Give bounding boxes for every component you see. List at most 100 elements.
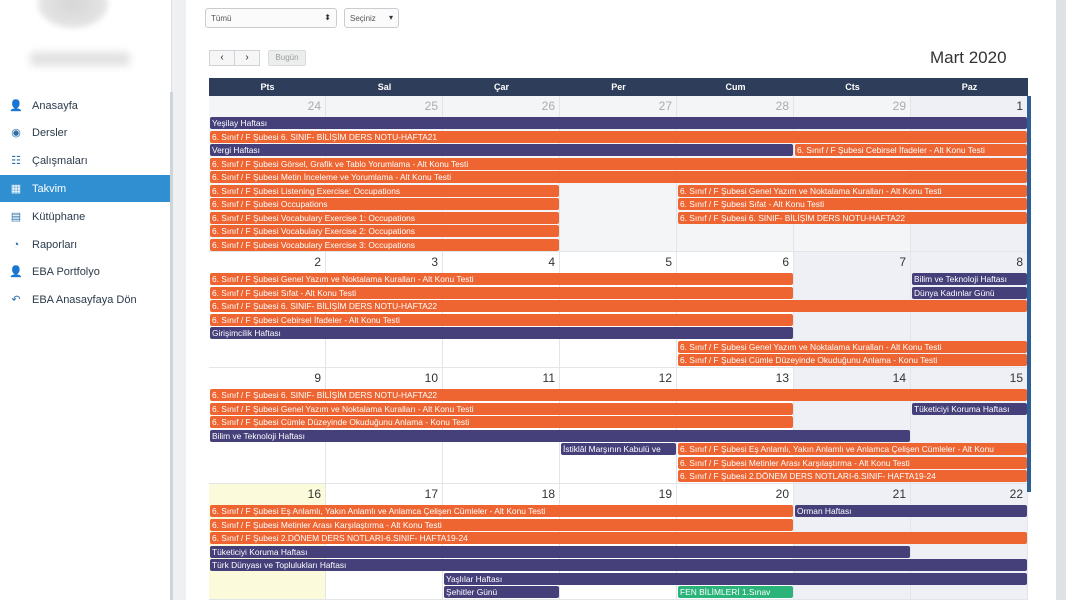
calendar-event[interactable]: 6. Sınıf / F Şubesi Vocabulary Exercise … <box>210 211 559 224</box>
day-number[interactable]: 14 <box>892 371 906 385</box>
calendar-event[interactable]: Şehitler Günü <box>444 586 559 598</box>
day-number[interactable]: 20 <box>775 487 789 501</box>
day-number[interactable]: 2 <box>314 255 321 269</box>
day-number[interactable]: 12 <box>658 371 672 385</box>
class-select[interactable]: Seçiniz ▾ <box>344 8 399 28</box>
day-number[interactable]: 16 <box>307 487 321 501</box>
day-number[interactable]: 9 <box>314 371 321 385</box>
sidebar-item-anasayfa[interactable]: 👤 Anasayfa <box>0 92 172 119</box>
day-header: Cts <box>794 78 911 96</box>
calendar-event[interactable]: 6. Sınıf / F Şubesi Genel Yazım ve Nokta… <box>678 184 1027 197</box>
sidebar-item-eba-portfolyo[interactable]: 👤 EBA Portfolyo <box>0 258 172 285</box>
calendar-grid: Pts Sal Çar Per Cum Cts Paz 24 25 26 27 28 29 1 2 3 4 5 6 7… <box>209 78 1028 600</box>
calendar-event[interactable]: 6. Sınıf / F Şubesi Görsel, Grafik ve Ta… <box>210 157 1027 170</box>
calendar-event[interactable]: 6. Sınıf / F Şubesi Genel Yazım ve Nokta… <box>210 273 793 285</box>
day-number[interactable]: 4 <box>548 255 555 269</box>
day-number[interactable]: 19 <box>658 487 672 501</box>
calendar-event[interactable]: 6. Sınıf / F Şubesi Cümle Düzeyinde Okud… <box>678 354 1027 366</box>
today-button[interactable]: Bugün <box>268 50 306 66</box>
calendar-event[interactable]: Vergi Haftası <box>210 144 793 156</box>
sidebar-item-eba-anasayfaya-dön[interactable]: ↶ EBA Anasayfaya Dön <box>0 286 172 313</box>
sidebar-item-label: Raporları <box>32 238 78 251</box>
calendar-event[interactable]: 6. Sınıf / F Şubesi Eş Anlamlı, Yakın An… <box>210 505 793 517</box>
avatar <box>38 0 108 28</box>
calendar-event[interactable]: Girişimcilik Haftası <box>210 327 793 339</box>
day-number[interactable]: 8 <box>1016 255 1023 269</box>
calendar-event[interactable]: 6. Sınıf / F Şubesi Vocabulary Exercise … <box>210 238 559 251</box>
sidebar-item-kütüphane[interactable]: ▤ Kütüphane <box>0 203 172 230</box>
calendar-event[interactable]: 6. Sınıf / F Şubesi Cebirsel İfadeler - … <box>795 144 1027 156</box>
calendar-event[interactable]: Yaşlılar Haftası <box>444 572 1027 585</box>
play-circle-icon: ◉ <box>11 127 21 139</box>
day-number[interactable]: 11 <box>542 371 555 385</box>
back-arrow-icon: ↶ <box>11 294 21 306</box>
category-select[interactable]: Tümü ⬍ <box>205 8 337 28</box>
calendar-event[interactable]: 6. Sınıf / F Şubesi Vocabulary Exercise … <box>210 225 559 237</box>
calendar-event[interactable]: 6. Sınıf / F Şubesi 6. SINIF- BİLİŞİM DE… <box>210 130 1027 143</box>
day-number[interactable]: 27 <box>658 99 672 113</box>
calendar-event[interactable]: 6. Sınıf / F Şubesi Metin İnceleme ve Yo… <box>210 171 1027 183</box>
day-number[interactable]: 26 <box>541 99 555 113</box>
calendar-event[interactable]: Tüketiciyi Koruma Haftası <box>210 545 910 558</box>
calendar-event[interactable]: 6. Sınıf / F Şubesi 6. SINIF- BİLİŞİM DE… <box>678 211 1027 224</box>
calendar-event[interactable]: 6. Sınıf / F Şubesi Eş Anlamlı, Yakın An… <box>678 443 1027 455</box>
day-header: Paz <box>911 78 1028 96</box>
person-icon: 👤 <box>9 266 23 278</box>
day-number[interactable]: 1 <box>1016 99 1023 113</box>
calendar-event[interactable]: Dünya Kadınlar Günü <box>912 286 1027 299</box>
calendar-event[interactable]: Yeşilay Haftası <box>210 117 1027 129</box>
sidebar-item-label: EBA Anasayfaya Dön <box>32 293 137 306</box>
calendar-event[interactable]: 6. Sınıf / F Şubesi 2.DÖNEM DERS NOTLARI… <box>678 470 1027 482</box>
select-arrows-icon: ⬍ <box>324 13 331 22</box>
day-number[interactable]: 3 <box>431 255 438 269</box>
calendar-event[interactable]: 6. Sınıf / F Şubesi 6. SINIF- BİLİŞİM DE… <box>210 389 1027 401</box>
calendar-event[interactable]: Türk Dünyası ve Toplulukları Haftası <box>210 559 1027 571</box>
sidebar-item-dersler[interactable]: ◉ Dersler <box>0 119 172 146</box>
chevron-right-icon: › <box>245 52 249 63</box>
day-number[interactable]: 29 <box>892 99 906 113</box>
sidebar-item-raporları[interactable]: ◔ Raporları <box>0 231 172 258</box>
calendar-scrollbar[interactable] <box>1027 96 1031 492</box>
calendar-event[interactable]: FEN BİLİMLERİ 1.Sınav <box>678 586 793 598</box>
day-number[interactable]: 10 <box>424 371 438 385</box>
sidebar-item-takvim[interactable]: ▦ Takvim <box>0 175 172 202</box>
calendar-event[interactable]: 6. Sınıf / F Şubesi Metinler Arası Karşı… <box>210 518 793 531</box>
day-cell[interactable] <box>677 368 794 484</box>
calendar-event[interactable]: 6. Sınıf / F Şubesi Sıfat - Alt Konu Tes… <box>210 286 793 299</box>
day-number[interactable]: 24 <box>307 99 321 113</box>
calendar-event[interactable]: Tüketiciyi Koruma Haftası <box>912 402 1027 415</box>
user-name-blurred <box>30 52 130 66</box>
day-number[interactable]: 18 <box>541 487 555 501</box>
day-number[interactable]: 5 <box>665 255 672 269</box>
calendar-event[interactable]: İstiklâl Marşının Kabulü ve <box>561 443 676 455</box>
sidebar-item-label: Kütüphane <box>32 210 86 223</box>
calendar-event[interactable]: 6. Sınıf / F Şubesi Cebirsel İfadeler - … <box>210 313 793 326</box>
day-number[interactable]: 7 <box>899 255 906 269</box>
day-number[interactable]: 13 <box>775 371 789 385</box>
calendar-event[interactable]: 6. Sınıf / F Şubesi 6. SINIF- BİLİŞİM DE… <box>210 300 1027 312</box>
calendar-event[interactable]: 6. Sınıf / F Şubesi Genel Yazım ve Nokta… <box>210 402 793 415</box>
calendar-event[interactable]: Orman Haftası <box>795 505 1027 517</box>
day-number[interactable]: 22 <box>1009 487 1023 501</box>
calendar-event[interactable]: 6. Sınıf / F Şubesi Genel Yazım ve Nokta… <box>678 340 1027 353</box>
day-number[interactable]: 17 <box>424 487 438 501</box>
pie-chart-icon: ◔ <box>12 238 20 251</box>
day-number[interactable]: 15 <box>1009 371 1023 385</box>
calendar-icon: ▦ <box>10 183 22 195</box>
calendar-event[interactable]: 6. Sınıf / F Şubesi Sıfat - Alt Konu Tes… <box>678 198 1027 210</box>
day-number[interactable]: 25 <box>424 99 438 113</box>
day-number[interactable]: 6 <box>782 255 789 269</box>
sidebar-item-çalışmaları[interactable]: ☷ Çalışmaları <box>0 147 172 174</box>
calendar-event[interactable]: Bilim ve Teknoloji Haftası <box>210 429 910 442</box>
sidebar-scrollbar[interactable] <box>170 92 173 600</box>
calendar-event[interactable]: 6. Sınıf / F Şubesi Listening Exercise: … <box>210 184 559 197</box>
day-number[interactable]: 21 <box>892 487 906 501</box>
calendar-event[interactable]: 6. Sınıf / F Şubesi Metinler Arası Karşı… <box>678 456 1027 469</box>
calendar-event[interactable]: 6. Sınıf / F Şubesi Cümle Düzeyinde Okud… <box>210 416 793 428</box>
day-number[interactable]: 28 <box>775 99 789 113</box>
calendar-event[interactable]: 6. Sınıf / F Şubesi 2.DÖNEM DERS NOTLARI… <box>210 532 1027 544</box>
prev-month-button[interactable]: ‹ <box>209 50 235 66</box>
calendar-event[interactable]: 6. Sınıf / F Şubesi Occupations <box>210 198 559 210</box>
calendar-event[interactable]: Bilim ve Teknoloji Haftası <box>912 273 1027 285</box>
next-month-button[interactable]: › <box>234 50 260 66</box>
